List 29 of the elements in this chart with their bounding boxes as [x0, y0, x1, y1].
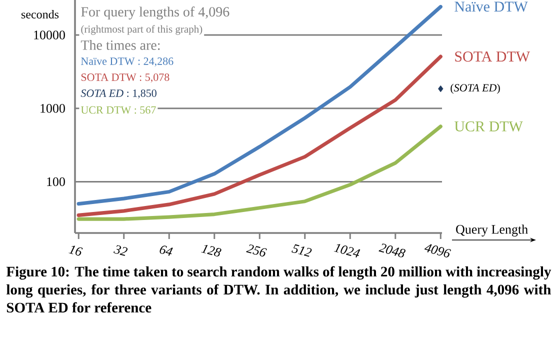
series-label: (SOTA ED)	[450, 84, 500, 94]
x-tick-label: 64	[160, 246, 173, 256]
y-axis-title: seconds	[21, 10, 59, 18]
text: Figure 10: The time taken to search random walks of length 20 million with increasingly long queries, for three variants of DTW. In addition, we include just length 4,096 with SOTA ED for reference	[6, 266, 552, 313]
annotation: SOTA DTW : 5,078	[81, 74, 170, 83]
y-tick-label: 100	[47, 177, 65, 186]
annotation: UCR DTW : 567	[80, 106, 156, 114]
line-series	[76, 124, 442, 221]
x-tick-label: 16	[68, 246, 83, 256]
annotation: Naïve DTW : 24,286	[81, 58, 174, 67]
x-tick-label: 256	[246, 244, 267, 256]
x-tick-label: 2048	[378, 244, 406, 258]
annotation: The times are:	[80, 40, 160, 50]
line-series	[76, 4, 442, 206]
line-series	[76, 54, 442, 217]
x-tick-label: 512	[292, 244, 312, 257]
y-tick-label: 1000	[40, 104, 65, 113]
series-label: SOTA DTW	[455, 52, 530, 62]
x-axis-title: Query Length	[456, 224, 528, 236]
annotation: SOTA ED : 1,850	[80, 90, 156, 99]
x-tick-label: 128	[201, 244, 222, 256]
series-label: UCR DTW	[454, 121, 523, 132]
annotation: (rightmost part of this graph)	[81, 25, 202, 35]
x-tick-label: 4096	[424, 244, 452, 258]
x-tick-label: 32	[113, 245, 128, 256]
x-tick-label: 1024	[334, 244, 360, 258]
series-label: Naïve DTW	[454, 2, 528, 12]
y-tick-label: 10000	[34, 30, 65, 40]
annotation: For query lengths of 4,096	[81, 6, 230, 20]
